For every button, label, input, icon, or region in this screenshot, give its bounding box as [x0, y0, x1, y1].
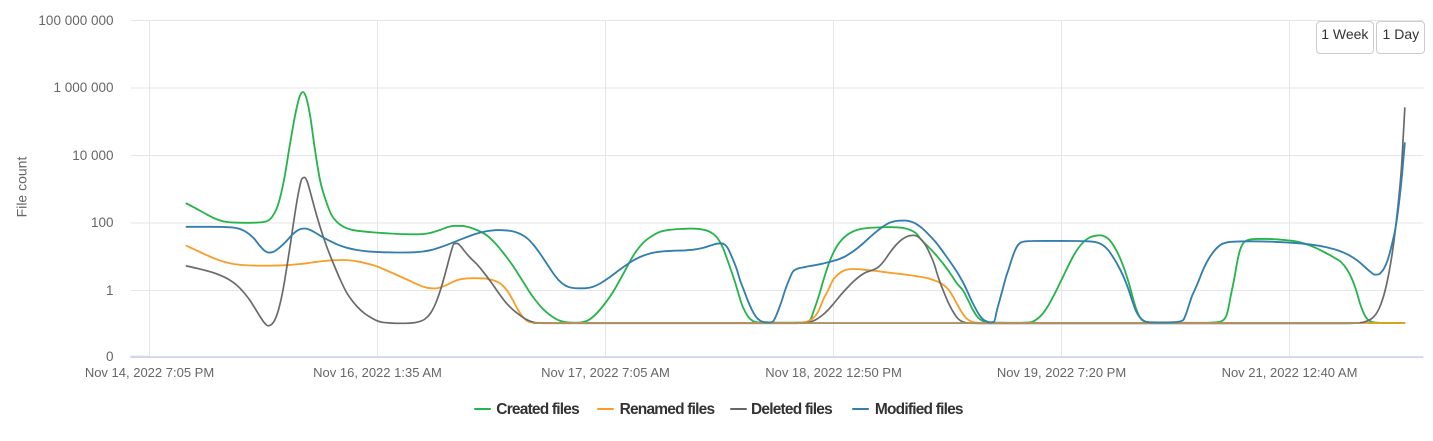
svg-text:File count: File count	[14, 157, 30, 218]
